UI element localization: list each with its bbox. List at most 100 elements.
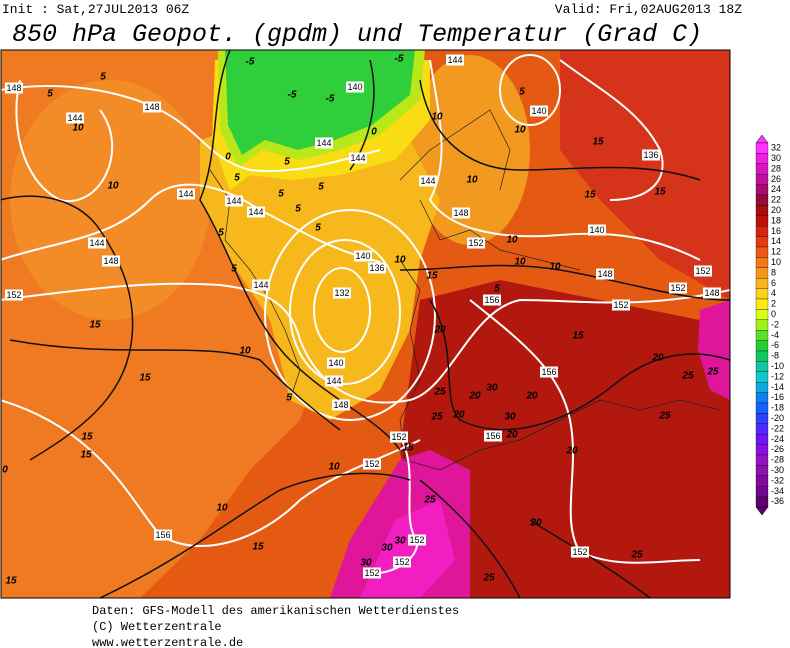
- temperature-label: 5: [234, 173, 240, 184]
- legend-swatch: [755, 174, 769, 185]
- legend-swatch: [755, 475, 769, 487]
- temperature-label: 10: [549, 262, 561, 273]
- temperature-label: 10: [506, 235, 518, 246]
- legend-label: -22: [771, 423, 784, 433]
- geopotential-label-box: [225, 195, 243, 207]
- legend-swatch: [755, 309, 769, 320]
- temperature-label: 5: [100, 72, 106, 83]
- temperature-label: 30: [360, 558, 372, 569]
- legend-label: 28: [771, 163, 781, 173]
- geopotential-label-box: [483, 294, 501, 306]
- legend-swatch: [755, 392, 769, 404]
- temperature-label: 5: [494, 284, 500, 295]
- temperature-label: 10: [328, 462, 340, 473]
- geopotential-label-box: [102, 255, 120, 267]
- geopotential-label-box: [143, 101, 161, 113]
- geopotential-label: 148: [333, 400, 348, 410]
- temperature-label: 15: [139, 373, 151, 384]
- geopotential-label: 152: [391, 432, 406, 442]
- geopotential-label: 144: [253, 280, 268, 290]
- legend-swatch: [755, 486, 769, 497]
- geopotential-label: 144: [447, 55, 462, 65]
- legend-swatch: [755, 465, 769, 476]
- geopotential-label: 144: [326, 376, 341, 386]
- temperature-label: 25: [706, 367, 719, 378]
- geopotential-label-box: [346, 81, 364, 93]
- geopotential-label: 136: [369, 263, 384, 273]
- geopotential-label: 156: [155, 530, 170, 540]
- legend-swatch: [755, 423, 769, 435]
- geopotential-label: 152: [394, 557, 409, 567]
- temperature-label: 15: [252, 542, 264, 553]
- temperature-label: 0: [2, 465, 8, 476]
- temperature-label: 30: [504, 412, 516, 423]
- temperature-label: 20: [468, 391, 481, 402]
- legend-label: -34: [771, 486, 784, 496]
- map-frame: [0, 49, 731, 599]
- geopotential-label: 140: [328, 358, 343, 368]
- legend-label: 24: [771, 184, 781, 194]
- legend-swatch: [755, 382, 769, 393]
- geopotential-label: 144: [67, 113, 82, 123]
- geopotential-label: 152: [6, 290, 21, 300]
- geopotential-label-box: [596, 268, 614, 280]
- geopotential-label-box: [694, 265, 712, 277]
- geopotential-label-box: [368, 262, 386, 274]
- legend-label: -6: [771, 340, 779, 350]
- temperature-label: 15: [654, 187, 666, 198]
- geopotential-label: 144: [178, 189, 193, 199]
- geopotential-label-box: [642, 149, 660, 161]
- legend-swatch: [755, 298, 769, 310]
- temperature-label: 25: [630, 550, 643, 561]
- geopotential-label: 140: [355, 251, 370, 261]
- legend-swatch: [755, 205, 769, 216]
- temperature-label: 0: [371, 127, 377, 138]
- temperature-label: 20: [433, 325, 446, 336]
- legend-swatch: [755, 163, 769, 175]
- legend-swatch: [755, 434, 769, 445]
- legend-label: -30: [771, 465, 784, 475]
- legend-label: -26: [771, 444, 784, 454]
- geopotential-label: 140: [531, 106, 546, 116]
- temperature-label: 15: [89, 320, 101, 331]
- temperature-label: 15: [5, 576, 17, 587]
- legend-swatch: [755, 361, 769, 372]
- geopotential-label: 148: [597, 269, 612, 279]
- legend-swatch: [755, 215, 769, 227]
- temperature-label: 5: [231, 264, 237, 275]
- geopotential-label: 152: [695, 266, 710, 276]
- legend-label: -2: [771, 319, 779, 329]
- legend-label: -16: [771, 392, 784, 402]
- temperature-label: 25: [681, 371, 694, 382]
- legend-swatch: [755, 184, 769, 196]
- legend-swatch: [755, 194, 769, 206]
- geopotential-label: 144: [226, 196, 241, 206]
- legend-label: -36: [771, 496, 784, 506]
- init-time: Init : Sat,27JUL2013 06Z: [2, 2, 189, 17]
- temperature-label: 15: [426, 271, 438, 282]
- temperature-label: 15: [592, 137, 604, 148]
- geopotential-label-box: [703, 287, 721, 299]
- geopotential-label: 152: [572, 547, 587, 557]
- legend-label: -14: [771, 382, 784, 392]
- geopotential-label-box: [315, 137, 333, 149]
- temperature-label: 10: [394, 255, 406, 266]
- temperature-label: 5: [295, 204, 301, 215]
- legend-label: 16: [771, 226, 781, 236]
- legend-swatch: [755, 350, 769, 362]
- geopotential-label-box: [354, 250, 372, 262]
- geopotential-label: 148: [103, 256, 118, 266]
- geopotential-label: 144: [316, 138, 331, 148]
- geopotential-label: 152: [364, 459, 379, 469]
- legend-label: 8: [771, 267, 776, 277]
- temperature-label: 5: [315, 223, 321, 234]
- temperature-label: -5: [288, 90, 297, 101]
- geopotential-label-box: [467, 237, 485, 249]
- legend-swatch: [755, 236, 769, 248]
- temperature-label: -5: [395, 54, 404, 65]
- geopotential-label: 132: [334, 288, 349, 298]
- geopotential-label-box: [419, 175, 437, 187]
- temperature-label: 10: [514, 125, 526, 136]
- temperature-label: 15: [572, 331, 584, 342]
- geopotential-label: 148: [704, 288, 719, 298]
